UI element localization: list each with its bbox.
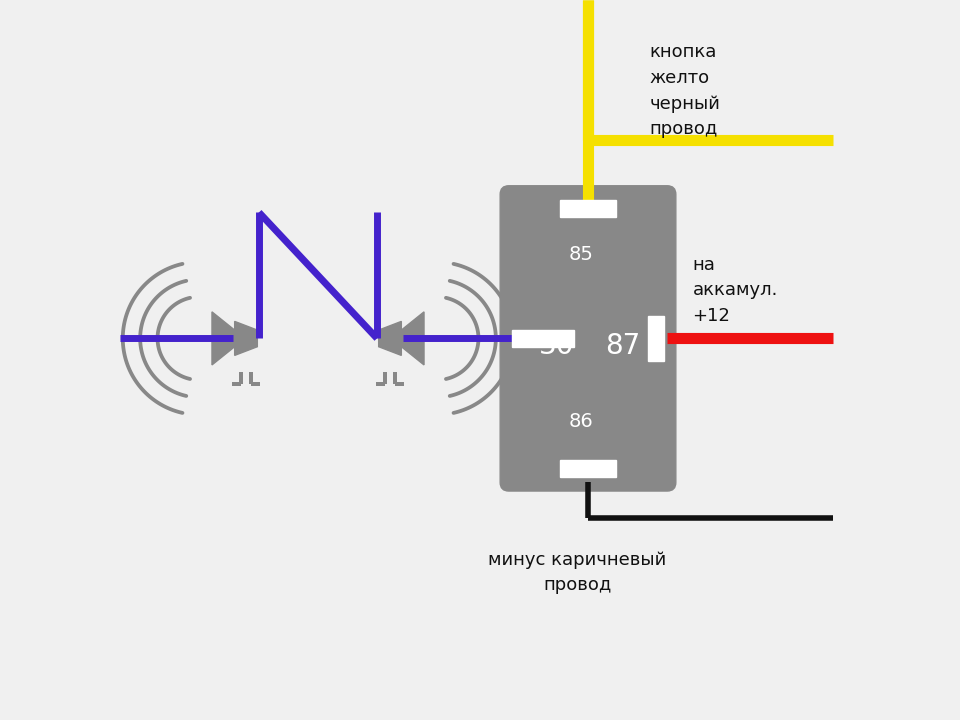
Bar bbox=[513, 330, 574, 347]
Text: 87: 87 bbox=[605, 332, 640, 359]
Text: 30: 30 bbox=[539, 332, 574, 359]
Text: 85: 85 bbox=[568, 246, 593, 264]
Polygon shape bbox=[234, 321, 257, 356]
Text: 86: 86 bbox=[568, 413, 593, 431]
Bar bbox=[648, 316, 663, 361]
Polygon shape bbox=[401, 312, 424, 365]
Bar bbox=[560, 460, 616, 477]
Polygon shape bbox=[378, 321, 401, 356]
Text: минус каричневый
провод: минус каричневый провод bbox=[488, 551, 666, 595]
Text: кнопка
желто
черный
провод: кнопка желто черный провод bbox=[649, 43, 720, 138]
Text: на
аккамул.
+12: на аккамул. +12 bbox=[692, 256, 778, 325]
FancyBboxPatch shape bbox=[500, 186, 676, 491]
Bar bbox=[560, 199, 616, 217]
Polygon shape bbox=[212, 312, 234, 365]
